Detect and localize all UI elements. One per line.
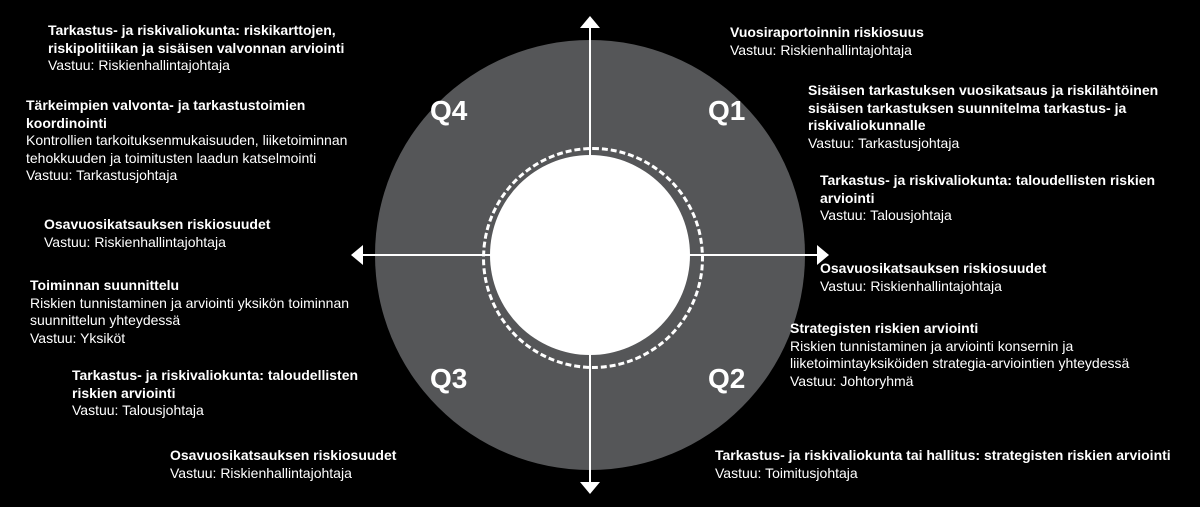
callout-resp: Vastuu: Riskienhallintajohtaja [820,278,1180,296]
callout-title: Tärkeimpien valvonta- ja tarkastustoimie… [26,97,366,132]
callout-resp: Vastuu: Riskienhallintajohtaja [48,57,368,75]
label-q1: Q1 [708,95,745,127]
callout-title: Vuosiraportoinnin riskiosuus [730,24,1110,42]
callout-title: Osavuosikatsauksen riskiosuudet [170,447,490,465]
callout-title: Tarkastus- ja riskivaliokunta tai hallit… [715,447,1195,465]
callout: Tärkeimpien valvonta- ja tarkastustoimie… [26,97,366,185]
arrow-down [580,482,600,494]
callout-resp: Vastuu: Riskienhallintajohtaja [44,234,344,252]
callout: Toiminnan suunnitteluRiskien tunnistamin… [30,277,350,347]
callout: Tarkastus- ja riskivaliokunta: riskikart… [48,22,368,75]
callout-title: Tarkastus- ja riskivaliokunta: riskikart… [48,22,368,57]
callout-resp: Vastuu: Tarkastusjohtaja [808,135,1188,153]
callout-desc: Riskien tunnistaminen ja arviointi konse… [790,338,1190,373]
callout-title: Strategisten riskien arviointi [790,320,1190,338]
axis-horizontal [361,254,819,256]
callout-desc: Riskien tunnistaminen ja arviointi yksik… [30,295,350,330]
annual-risk-wheel: Q4 Q1 Q3 Q2 Tarkastus- ja riskivaliokunt… [0,0,1200,507]
callout-resp: Vastuu: Johtoryhmä [790,373,1190,391]
callout: Tarkastus- ja riskivaliokunta: taloudell… [72,367,372,420]
callout-resp: Vastuu: Riskienhallintajohtaja [170,465,490,483]
callout-resp: Vastuu: Riskienhallintajohtaja [730,42,1110,60]
callout-resp: Vastuu: Tarkastusjohtaja [26,167,366,185]
callout: Tarkastus- ja riskivaliokunta: taloudell… [820,172,1190,225]
callout-desc: Kontrollien tarkoituksenmukaisuuden, lii… [26,132,366,167]
callout: Vuosiraportoinnin riskiosuusVastuu: Risk… [730,24,1110,59]
callout-resp: Vastuu: Talousjohtaja [820,207,1190,225]
callout: Tarkastus- ja riskivaliokunta tai hallit… [715,447,1195,482]
label-q4: Q4 [430,95,467,127]
callout: Osavuosikatsauksen riskiosuudetVastuu: R… [44,216,344,251]
label-q2: Q2 [708,363,745,395]
arrow-up [580,16,600,28]
callout-title: Toiminnan suunnittelu [30,277,350,295]
callout-title: Osavuosikatsauksen riskiosuudet [44,216,344,234]
callout-title: Tarkastus- ja riskivaliokunta: taloudell… [820,172,1190,207]
callout-resp: Vastuu: Toimitusjohtaja [715,465,1195,483]
label-q3: Q3 [430,363,467,395]
callout: Sisäisen tarkastuksen vuosikatsaus ja ri… [808,82,1188,152]
callout-title: Osavuosikatsauksen riskiosuudet [820,260,1180,278]
callout: Osavuosikatsauksen riskiosuudetVastuu: R… [170,447,490,482]
callout: Osavuosikatsauksen riskiosuudetVastuu: R… [820,260,1180,295]
callout: Strategisten riskien arviointiRiskien tu… [790,320,1190,390]
callout-title: Tarkastus- ja riskivaliokunta: taloudell… [72,367,372,402]
callout-title: Sisäisen tarkastuksen vuosikatsaus ja ri… [808,82,1188,135]
callout-resp: Vastuu: Talousjohtaja [72,402,372,420]
callout-resp: Vastuu: Yksiköt [30,330,350,348]
arrow-left [351,245,363,265]
